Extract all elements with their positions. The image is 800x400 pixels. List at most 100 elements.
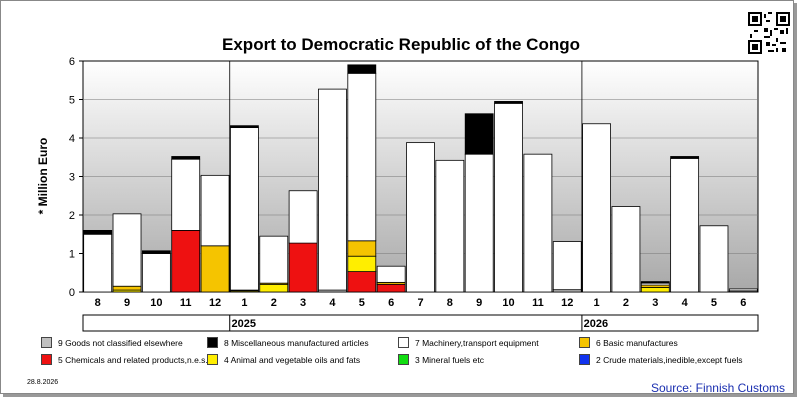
bar-segment — [83, 229, 113, 235]
legend-label: 8 Miscellaneous manufactured articles — [224, 337, 369, 348]
chart-canvas: Export to Democratic Republic of the Con… — [36, 35, 759, 332]
legend-item: 4 Animal and vegetable oils and fats — [207, 354, 360, 365]
bar-segment — [376, 265, 406, 283]
report-date: 28.8.2026 — [27, 379, 59, 386]
bar-segment — [347, 255, 377, 272]
bar-segment — [171, 158, 201, 231]
legend-swatch — [398, 354, 409, 365]
legend-item: 3 Mineral fuels etc — [398, 354, 484, 365]
legend-label: 5 Chemicals and related products,n.e.s. — [58, 354, 208, 365]
bar-segment — [406, 142, 435, 293]
bar-segment — [494, 102, 523, 293]
bar-segment — [523, 153, 553, 293]
y-axis-label: * Million Euro — [36, 138, 50, 215]
bar-segment — [728, 288, 758, 292]
legend-item: 9 Goods not classified elsewhere — [41, 337, 183, 348]
legend-label: 9 Goods not classified elsewhere — [58, 337, 183, 348]
bar-segment — [347, 271, 377, 293]
bar-segment — [200, 174, 230, 247]
legend-swatch — [41, 337, 52, 348]
x-tick-label: 2 — [271, 297, 277, 309]
x-tick-label: 5 — [711, 297, 717, 309]
x-tick-label: 1 — [594, 297, 600, 309]
legend-label: 4 Animal and vegetable oils and fats — [224, 354, 361, 365]
bar-segment — [230, 127, 259, 291]
y-tick-label: 5 — [69, 95, 75, 107]
x-tick-label: 4 — [682, 297, 689, 309]
bar-segment — [318, 88, 347, 291]
x-tick-label: 4 — [329, 297, 336, 309]
x-tick-label: 11 — [180, 297, 192, 309]
y-tick-label: 0 — [69, 287, 75, 299]
x-tick-label: 1 — [241, 297, 247, 309]
chart-legend: 9 Goods not classified elsewhere 8 Miscel… — [41, 337, 761, 371]
bar-segment — [112, 213, 142, 287]
bar-segment — [552, 241, 582, 291]
legend-swatch — [207, 337, 218, 348]
legend-swatch — [41, 354, 52, 365]
legend-label: 2 Crude materials,inedible,except fuels — [596, 354, 743, 365]
bar-segment — [464, 153, 494, 293]
bar-segment — [288, 242, 318, 293]
legend-swatch — [579, 354, 590, 365]
y-tick-label: 2 — [69, 210, 75, 222]
bar-segment — [141, 250, 171, 254]
bar-segment — [464, 113, 494, 155]
legend-label: 6 Basic manufactures — [596, 337, 678, 348]
x-tick-label: 12 — [561, 297, 573, 309]
bar-segment — [611, 206, 641, 293]
x-tick-label: 3 — [300, 297, 306, 309]
legend-item: 5 Chemicals and related products,n.e.s. — [41, 354, 208, 365]
legend-item: 8 Miscellaneous manufactured articles — [207, 337, 369, 348]
legend-item: 6 Basic manufactures — [579, 337, 678, 348]
x-tick-label: 2 — [623, 297, 629, 309]
bar-segment — [141, 253, 171, 293]
legend-label: 3 Mineral fuels etc — [415, 354, 484, 365]
x-tick-label: 6 — [388, 297, 394, 309]
bar-segment — [259, 283, 289, 293]
x-tick-label: 6 — [740, 297, 746, 309]
bar-segment — [376, 283, 406, 293]
bar-segment — [171, 156, 201, 160]
bar-segment — [347, 72, 377, 242]
year-axis-box — [82, 314, 759, 332]
y-tick-label: 4 — [69, 133, 75, 145]
y-tick-label: 1 — [69, 249, 75, 261]
x-tick-label: 10 — [502, 297, 514, 309]
bar-segment — [171, 229, 201, 293]
bar-segment — [112, 285, 142, 291]
legend-swatch — [579, 337, 590, 348]
bar-segment — [582, 123, 611, 293]
x-tick-label: 3 — [652, 297, 658, 309]
year-label: 2026 — [584, 318, 608, 330]
legend-swatch — [398, 337, 409, 348]
qr-code-icon — [748, 12, 790, 54]
y-tick-label: 3 — [69, 172, 75, 184]
bar-segment — [347, 240, 377, 257]
x-tick-label: 5 — [359, 297, 365, 309]
bar-segment — [200, 245, 230, 293]
bar-segment — [640, 286, 670, 293]
chart-title: Export to Democratic Republic of the Con… — [222, 35, 580, 54]
bar-segment — [230, 125, 259, 129]
year-label: 2025 — [231, 318, 255, 330]
x-tick-label: 11 — [532, 297, 544, 309]
bar-segment — [640, 281, 670, 284]
bar-segment — [494, 101, 523, 104]
source-note: Source: Finnish Customs — [650, 381, 785, 395]
bar-segment — [83, 233, 113, 293]
bar-segment — [435, 159, 465, 293]
legend-swatch — [207, 354, 218, 365]
bar-segment — [670, 158, 700, 293]
bar-segment — [347, 64, 377, 74]
bar-segment — [288, 190, 318, 244]
x-tick-label: 8 — [447, 297, 453, 309]
x-tick-label: 10 — [150, 297, 162, 309]
x-tick-label: 8 — [95, 297, 101, 309]
bar-segment — [259, 235, 289, 284]
x-tick-label: 9 — [476, 297, 482, 309]
x-tick-label: 7 — [417, 297, 423, 309]
x-tick-label: 12 — [209, 297, 221, 309]
